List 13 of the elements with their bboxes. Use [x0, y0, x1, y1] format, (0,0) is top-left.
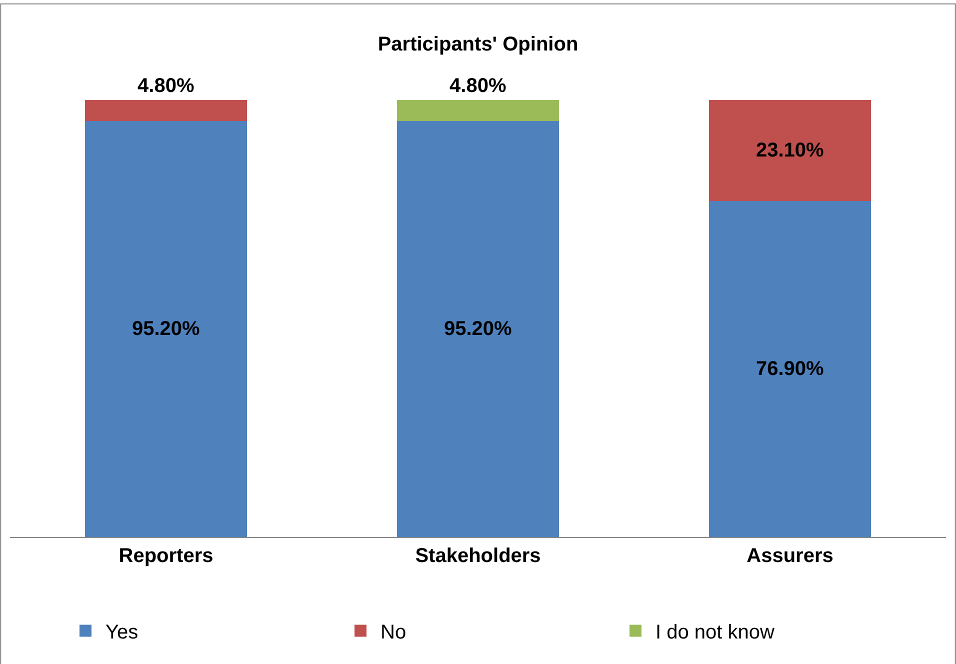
data-label: 4.80% — [138, 75, 194, 97]
data-label: 95.20% — [444, 318, 512, 340]
x-tick-label: Assurers — [746, 545, 834, 567]
chart-title: Participants' Opinion — [378, 34, 578, 56]
data-label: 4.80% — [450, 75, 506, 97]
legend-label: No — [380, 622, 406, 644]
data-label: 23.10% — [756, 139, 824, 162]
data-label: 76.90% — [756, 358, 824, 380]
legend-label: Yes — [106, 622, 138, 644]
x-tick-label: Stakeholders — [415, 545, 541, 567]
legend-label: I do not know — [656, 622, 776, 644]
x-tick-label: Reporters — [118, 545, 214, 567]
data-label: 95.20% — [132, 318, 200, 340]
